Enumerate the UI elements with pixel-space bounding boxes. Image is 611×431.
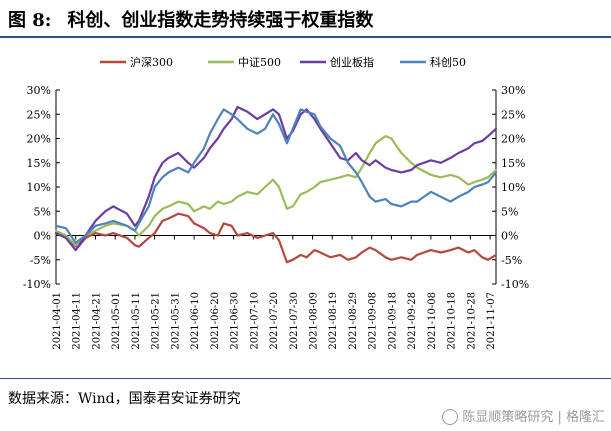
x-tick-label: 2021-05-31 [170,292,181,350]
legend-label-2: 中证500 [238,56,281,69]
x-tick-label: 2021-07-20 [269,292,280,350]
legend-label-1: 沪深300 [130,55,173,69]
title-divider [0,36,611,38]
x-tick-label: 2021-05-11 [131,292,142,350]
legend-label-3: 创业板指 [330,55,374,69]
x-tick-label: 2021-09-28 [407,292,418,350]
line-chart: -10% -10% -5% -5% 0% 0% 5% 5% 10% 10% 15% 15% 20% 20%… [23,55,529,350]
source-note: 数据来源：Wind，国泰君安证券研究 [8,391,241,407]
watermark-text: 陈显顺策略研究 | 格隆汇 [462,409,605,425]
series-line-1 [54,212,498,264]
figure-title-text: 科创、创业指数走势持续强于权重指数 [67,10,374,31]
x-tick-label: 2021-05-01 [111,292,122,350]
x-tick-label: 2021-08-09 [309,292,320,350]
x-tick-label: 2021-09-18 [387,292,398,350]
x-tick-label: 2021-04-01 [52,292,63,350]
x-tick-label: 2021-07-10 [249,292,260,350]
x-tick-label: 2021-10-28 [466,292,477,350]
y-tick-label-right: 25% [501,108,525,121]
y-tick-label-left: 5% [34,205,51,218]
y-tick-label-left: 20% [27,133,51,146]
y-tick-label-right: 5% [501,205,518,218]
series-line-4 [54,108,498,244]
y-tick-label-right: 15% [501,157,525,170]
x-tick-label: 2021-06-20 [210,292,221,350]
figure-title: 图 8: 科创、创业指数走势持续强于权重指数 [8,6,373,32]
x-tick-label: 2021-06-30 [230,292,241,350]
y-tick-label-left: 0% [34,230,51,243]
y-tick-label-right: -10% [501,278,529,291]
legend-label-4: 科创50 [430,55,466,69]
x-tick-label: 2021-05-21 [151,292,162,350]
y-tick-label-right: 20% [501,133,525,146]
watermark: 陈显顺策略研究 | 格隆汇 [442,406,605,425]
y-tick-label-right: 10% [501,181,525,194]
y-tick-label-left: 30% [27,84,51,97]
x-tick-label: 2021-07-30 [289,292,300,350]
x-tick-label: 2021-09-08 [368,292,379,350]
series-line-3 [54,105,498,252]
x-tick-label: 2021-08-29 [348,292,359,350]
y-tick-label-right: -5% [501,254,522,267]
figure-label: 图 8: [8,10,52,31]
x-tick-label: 2021-06-10 [190,292,201,350]
y-tick-label-left: -10% [23,278,51,291]
x-tick-label: 2021-11-07 [486,292,497,350]
x-tick-label: 2021-10-18 [447,292,458,350]
wechat-icon [442,409,459,425]
footer-divider [0,378,611,379]
y-tick-label-left: 25% [27,108,51,121]
y-tick-label-right: 30% [501,84,525,97]
series-line-2 [54,134,498,247]
y-tick-label-left: -5% [30,254,51,267]
y-tick-label-left: 10% [27,181,51,194]
y-tick-label-left: 15% [27,157,51,170]
x-tick-label: 2021-08-19 [328,292,339,350]
y-tick-label-right: 0% [501,230,518,243]
x-tick-label: 2021-04-21 [91,292,102,350]
x-tick-label: 2021-10-08 [427,292,438,350]
x-tick-label: 2021-04-11 [72,292,83,350]
